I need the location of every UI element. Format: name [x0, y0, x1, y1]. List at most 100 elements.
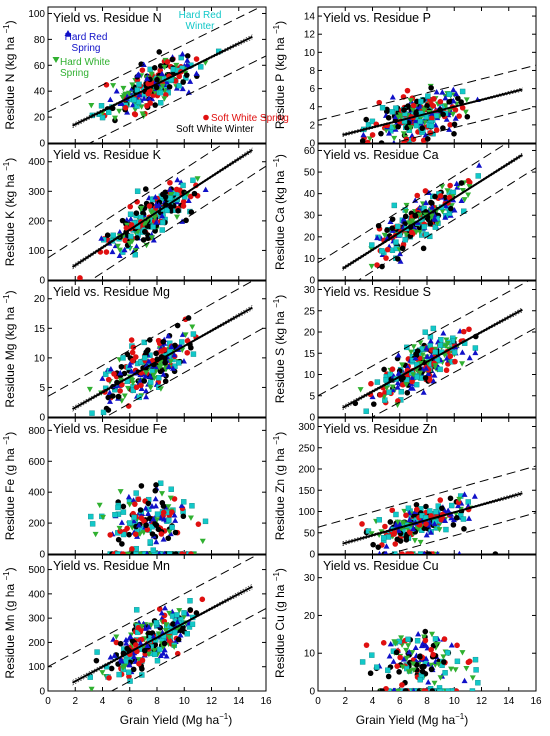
y-tick-label: 0 — [309, 550, 315, 561]
data-point — [179, 51, 186, 57]
y-tick-label: 60 — [34, 61, 46, 72]
data-point — [432, 216, 439, 222]
data-point — [461, 491, 468, 497]
confidence-line-upper — [72, 583, 253, 686]
data-point — [392, 551, 398, 554]
data-point — [187, 515, 194, 521]
data-point — [127, 633, 134, 640]
data-point — [154, 517, 161, 523]
data-point — [176, 83, 182, 89]
data-point — [411, 538, 418, 544]
data-point — [153, 538, 160, 545]
legend-soft-white-winter: Soft White Winter — [176, 124, 254, 135]
data-point — [419, 663, 425, 670]
data-point — [166, 517, 172, 523]
data-point — [405, 551, 411, 554]
data-point — [369, 393, 376, 400]
data-point — [406, 648, 413, 655]
data-point — [126, 520, 133, 526]
data-point — [428, 646, 434, 653]
data-point — [157, 480, 164, 486]
data-point — [402, 237, 408, 243]
data-point — [383, 377, 389, 383]
data-point — [429, 204, 436, 210]
data-point — [142, 228, 148, 235]
data-point — [444, 341, 451, 347]
data-point — [153, 522, 160, 528]
data-point — [450, 516, 457, 523]
data-point — [420, 389, 427, 395]
data-point — [193, 610, 200, 616]
data-point — [432, 363, 439, 369]
data-point — [120, 503, 127, 510]
data-point — [379, 263, 385, 270]
data-point — [133, 490, 139, 496]
data-point — [429, 115, 435, 122]
data-point — [406, 220, 413, 226]
data-point — [428, 85, 434, 91]
data-point — [195, 521, 202, 527]
data-point — [166, 634, 173, 641]
data-point — [129, 82, 136, 88]
data-point — [422, 642, 429, 648]
data-point — [412, 213, 419, 219]
data-point — [383, 255, 389, 261]
data-point — [451, 207, 458, 213]
data-point — [173, 551, 179, 554]
data-point — [159, 491, 166, 497]
data-point — [427, 377, 433, 383]
data-point — [176, 608, 183, 614]
data-point — [77, 275, 83, 280]
data-point — [189, 503, 195, 509]
data-point — [384, 550, 389, 554]
data-point — [124, 525, 130, 532]
data-point — [433, 509, 439, 515]
data-point — [157, 63, 164, 69]
confidence-line-upper — [342, 307, 523, 411]
legend-hard-white-spring: Hard White — [60, 57, 110, 68]
data-point — [422, 637, 429, 644]
data-point — [433, 641, 440, 648]
data-point — [379, 105, 386, 111]
data-point — [166, 529, 173, 535]
data-point — [360, 131, 367, 138]
data-point — [421, 224, 427, 230]
data-point — [381, 366, 387, 373]
data-point — [145, 500, 152, 507]
data-point — [120, 509, 127, 515]
data-point — [439, 89, 446, 95]
data-point — [93, 657, 100, 664]
data-point — [463, 97, 470, 103]
data-point — [176, 551, 182, 554]
y-tick-label: 0 — [309, 139, 315, 150]
data-point — [184, 57, 191, 63]
data-point — [141, 355, 148, 361]
data-point — [160, 650, 167, 656]
data-point — [179, 339, 185, 345]
data-point — [180, 198, 187, 205]
data-point — [160, 191, 166, 198]
data-point — [370, 401, 377, 407]
data-point — [394, 536, 401, 543]
data-point — [120, 531, 127, 538]
data-point — [463, 665, 470, 672]
data-point — [163, 622, 170, 628]
data-point — [163, 78, 170, 85]
y-tick-label: 50 — [304, 528, 316, 539]
data-point — [428, 123, 435, 129]
data-point — [155, 201, 162, 208]
data-point — [161, 96, 168, 102]
panel-1: 0 2 4 6 8 10 12 14 Residue P (kg ha −1) Yield vs.… — [272, 6, 537, 150]
data-point — [169, 524, 175, 531]
data-point — [108, 665, 115, 672]
data-point — [187, 597, 193, 604]
data-point — [366, 136, 373, 142]
data-point — [157, 386, 164, 392]
data-point — [399, 520, 406, 526]
data-point — [410, 661, 417, 667]
data-point — [115, 551, 121, 554]
data-point — [110, 83, 117, 89]
panel-title: Yield vs. Residue Mn — [53, 559, 170, 573]
data-point — [125, 551, 132, 554]
